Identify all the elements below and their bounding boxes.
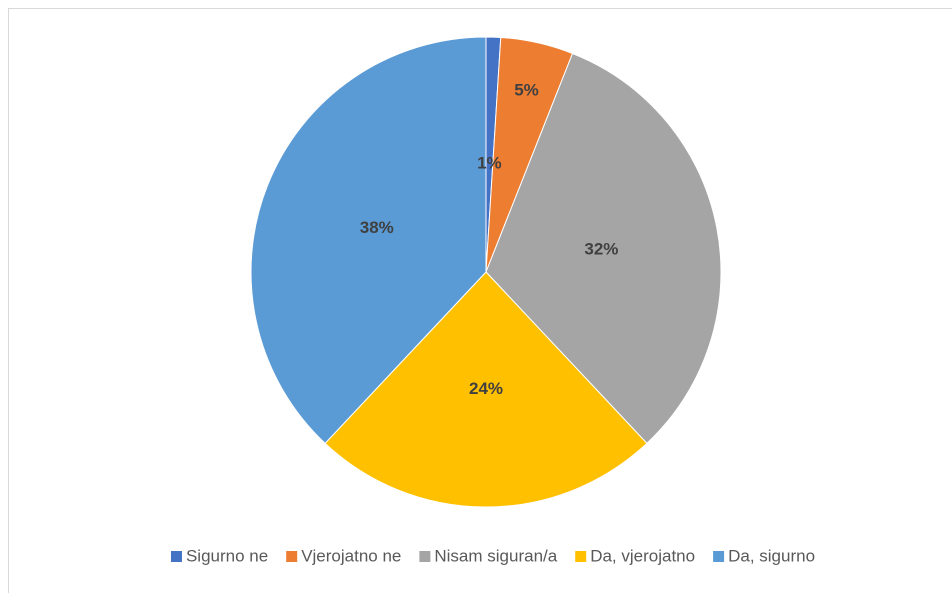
data-label: 24%	[469, 379, 503, 398]
legend-swatch	[575, 551, 586, 562]
legend-swatch	[713, 551, 724, 562]
legend-label: Nisam siguran/a	[434, 546, 557, 565]
data-label: 38%	[360, 218, 394, 237]
legend-swatch	[286, 551, 297, 562]
legend-label: Da, sigurno	[728, 546, 815, 565]
data-label: 32%	[584, 239, 618, 258]
legend-swatch	[171, 551, 182, 562]
data-label: 1%	[477, 153, 502, 172]
legend-label: Sigurno ne	[186, 546, 268, 565]
legend-swatch	[419, 551, 430, 562]
legend-label: Da, vjerojatno	[590, 546, 695, 565]
data-label: 5%	[514, 80, 539, 99]
legend-label: Vjerojatno ne	[301, 546, 401, 565]
